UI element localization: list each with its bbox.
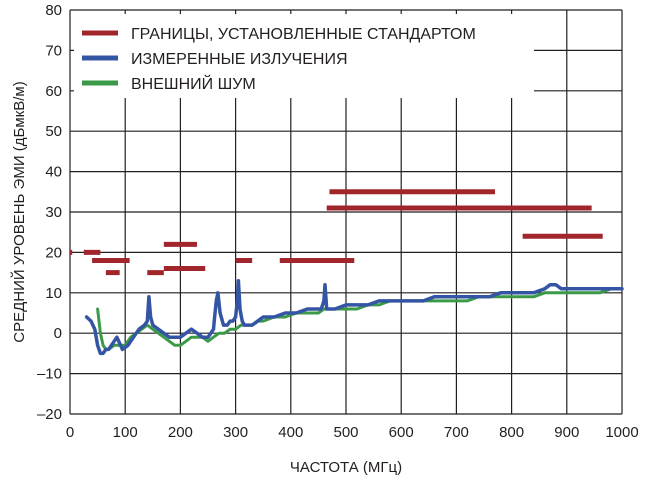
- y-tick-label: 10: [45, 285, 62, 302]
- x-tick-label: 100: [113, 424, 138, 441]
- x-axis-label: ЧАСТОТА (МГц): [290, 459, 402, 476]
- y-tick-label: 60: [45, 83, 62, 100]
- y-tick-label: 30: [45, 204, 62, 221]
- x-tick-label: 200: [168, 424, 193, 441]
- y-tick-label: 40: [45, 164, 62, 181]
- x-tick-label: 900: [554, 424, 579, 441]
- x-tick-label: 300: [223, 424, 248, 441]
- y-tick-label: 70: [45, 42, 62, 59]
- y-tick-label: 80: [45, 2, 62, 19]
- legend-entry-measured: ИЗМЕРЕННЫЕ ИЗЛУЧЕНИЯ: [131, 51, 348, 68]
- legend: ГРАНИЦЫ, УСТАНОВЛЕННЫЕ СТАНДАРТОМ ИЗМЕРЕН…: [74, 14, 534, 98]
- y-tick-label: –20: [37, 406, 62, 423]
- x-tick-label: 500: [333, 424, 358, 441]
- legend-entry-noise: ВНЕШНИЙ ШУМ: [131, 74, 256, 93]
- x-tick-label: 800: [499, 424, 524, 441]
- y-axis-label: СРЕДНИЙ УРОВЕНЬ ЭМИ (дБмкВ/м): [10, 81, 28, 342]
- x-tick-label: 600: [389, 424, 414, 441]
- y-tick-label: 20: [45, 244, 62, 261]
- measured-series-line: [84, 278, 624, 356]
- x-tick-label: 400: [278, 424, 303, 441]
- legend-entry-limits: ГРАНИЦЫ, УСТАНОВЛЕННЫЕ СТАНДАРТОМ: [131, 26, 476, 43]
- y-tick-label: 0: [54, 325, 62, 342]
- y-tick-label: 50: [45, 123, 62, 140]
- x-tick-label: 700: [444, 424, 469, 441]
- y-tick-labels: –20 –10 0 10 20 30 40 50 60 70 80: [37, 2, 62, 423]
- x-tick-label: 1000: [605, 424, 638, 441]
- x-tick-label: 0: [66, 424, 74, 441]
- series-layer: [70, 189, 624, 356]
- legend-background: [74, 14, 534, 98]
- y-tick-label: –10: [37, 366, 62, 383]
- x-tick-labels: 0 100 200 300 400 500 600 700 800 900 1000: [66, 424, 639, 441]
